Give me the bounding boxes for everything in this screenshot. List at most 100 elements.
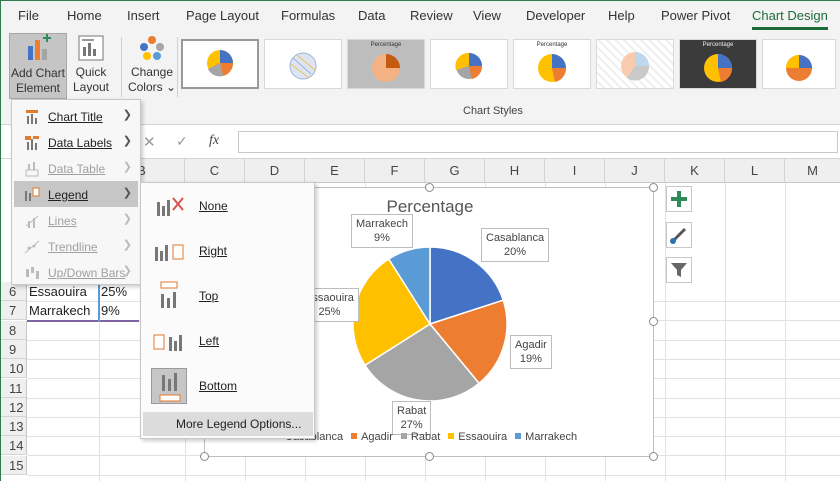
legend-submenu: More Legend Options... None Right Top Left B… [140, 182, 315, 439]
column-header[interactable]: H [485, 159, 545, 183]
legend-none-icon [151, 188, 187, 224]
row-header[interactable]: 14 [1, 436, 27, 456]
resize-handle[interactable] [649, 183, 658, 192]
tab-insert[interactable]: Insert [127, 8, 160, 23]
resize-handle[interactable] [649, 452, 658, 461]
column-header[interactable]: F [365, 159, 425, 183]
chevron-down-icon: ⌄ [162, 80, 177, 94]
formula-input[interactable] [238, 131, 838, 153]
legend-option-top[interactable]: Top [149, 278, 309, 314]
chart-style-7[interactable]: Percentage [679, 39, 757, 89]
menu-item-data-labels[interactable]: Data Labels ❯ [14, 129, 138, 155]
cell-value[interactable]: 25% [101, 284, 128, 299]
chart-style-2[interactable] [264, 39, 342, 89]
legend-entry[interactable]: Marrakech [515, 431, 577, 443]
legend-option-label: Left [199, 334, 220, 348]
data-label[interactable]: Agadir 19% [510, 335, 552, 369]
column-header[interactable]: L [725, 159, 785, 183]
tab-home[interactable]: Home [67, 8, 102, 23]
tab-help[interactable]: Help [608, 8, 635, 23]
chevron-right-icon: ❯ [122, 109, 132, 121]
cell-city[interactable]: Essaouira [29, 284, 87, 299]
column-header[interactable]: J [605, 159, 665, 183]
legend-option-bottom[interactable]: Bottom [149, 368, 309, 404]
menu-item-label: Data Table [48, 162, 106, 176]
style-thumb-title: Percentage [702, 42, 734, 48]
data-label-value: 27% [400, 419, 423, 431]
row-header[interactable]: 10 [1, 359, 27, 379]
chart-style-1[interactable] [181, 39, 259, 89]
tab-power-pivot[interactable]: Power Pivot [661, 8, 731, 23]
tab-review[interactable]: Review [410, 8, 453, 23]
chart-title[interactable]: Percentage [386, 197, 474, 216]
legend-entry[interactable]: Essaouira [448, 431, 507, 443]
resize-handle[interactable] [200, 452, 209, 461]
more-legend-options[interactable]: More Legend Options... [143, 412, 313, 436]
chart-style-6[interactable] [596, 39, 674, 89]
row-header[interactable]: 13 [1, 417, 27, 437]
chart-legend[interactable]: CasablancaAgadirRabatEssaouiraMarrakech [275, 431, 585, 443]
legend-option-right[interactable]: Right [149, 233, 309, 269]
chart-styles-button[interactable] [666, 222, 692, 248]
function-icon[interactable]: fx [209, 133, 220, 148]
menu-item-chart-title[interactable]: Chart Title ❯ [14, 103, 138, 129]
column-header[interactable]: C [185, 159, 245, 183]
column-header[interactable]: G [425, 159, 485, 183]
row-header[interactable]: 12 [1, 397, 27, 417]
cell-city[interactable]: Marrakech [29, 303, 91, 319]
row-header[interactable]: 6 [1, 282, 27, 301]
legend-swatch [400, 433, 407, 439]
add-chart-element-button[interactable]: Add Chart Element ⌄ [9, 33, 67, 110]
column-header[interactable]: E [305, 159, 365, 183]
tab-data[interactable]: Data [358, 8, 386, 23]
resize-handle[interactable] [649, 317, 658, 326]
legend-option-none[interactable]: None [149, 188, 309, 224]
chart-elements-button[interactable] [666, 186, 692, 212]
chart-style-5[interactable]: Percentage [513, 39, 591, 89]
chevron-right-icon: ❯ [122, 187, 132, 199]
column-header[interactable]: M [785, 159, 840, 183]
data-label[interactable]: Rabat 27% [392, 401, 432, 435]
tab-formulas[interactable]: Formulas [281, 8, 336, 23]
quick-layout-button[interactable]: Quick Layout ⌄ [71, 33, 111, 109]
tab-file[interactable]: File [18, 8, 39, 23]
pie-slice-rabat[interactable] [363, 323, 481, 402]
chart-filters-button[interactable] [666, 257, 692, 283]
change-colors-button[interactable]: Change Colors ⌄ [127, 33, 177, 99]
menu-item-trendline: Trendline ❯ [14, 233, 138, 259]
resize-handle[interactable] [425, 452, 434, 461]
data-label[interactable]: Casablanca 20% [481, 228, 550, 262]
resize-handle[interactable] [425, 183, 434, 192]
chart-style-8[interactable] [762, 39, 836, 89]
pie-plot[interactable] [205, 188, 655, 458]
pie-slice-agadir[interactable] [428, 299, 508, 385]
tab-page-layout[interactable]: Page Layout [186, 8, 260, 23]
row-header[interactable]: 11 [1, 378, 27, 398]
tab-developer[interactable]: Developer [526, 8, 586, 23]
tab-chart-design[interactable]: Chart Design [752, 8, 828, 30]
row-header[interactable]: 8 [1, 320, 27, 340]
column-header[interactable]: D [245, 159, 305, 183]
data-label[interactable]: Marrakech 9% [351, 214, 413, 248]
column-header[interactable]: K [665, 159, 725, 183]
chevron-right-icon: ❯ [122, 265, 132, 277]
pie-slice-casablanca[interactable] [429, 246, 505, 326]
column-header[interactable]: I [545, 159, 605, 183]
menu-item-legend[interactable]: Legend ❯ [14, 181, 138, 207]
chart-style-3[interactable]: Percentage [347, 39, 425, 89]
legend-entry[interactable]: Agadir [351, 431, 393, 443]
cancel-icon[interactable]: ✕ [143, 134, 156, 151]
row-header[interactable]: 9 [1, 339, 27, 359]
enter-icon[interactable]: ✓ [176, 133, 188, 149]
legend-entry[interactable]: Rabat [400, 431, 440, 443]
chart-style-4[interactable] [430, 39, 508, 89]
tab-view[interactable]: View [473, 8, 501, 23]
legend-option-left[interactable]: Left [149, 323, 309, 359]
pie-slice-marrakech[interactable] [387, 246, 431, 327]
legend-left-icon [151, 323, 187, 359]
row-header[interactable]: 7 [1, 301, 27, 321]
legend-bottom-icon [151, 368, 187, 404]
cell-value[interactable]: 9% [101, 303, 120, 319]
row-header[interactable]: 15 [1, 455, 27, 475]
add-chart-element-label-1: Add Chart [10, 66, 66, 80]
